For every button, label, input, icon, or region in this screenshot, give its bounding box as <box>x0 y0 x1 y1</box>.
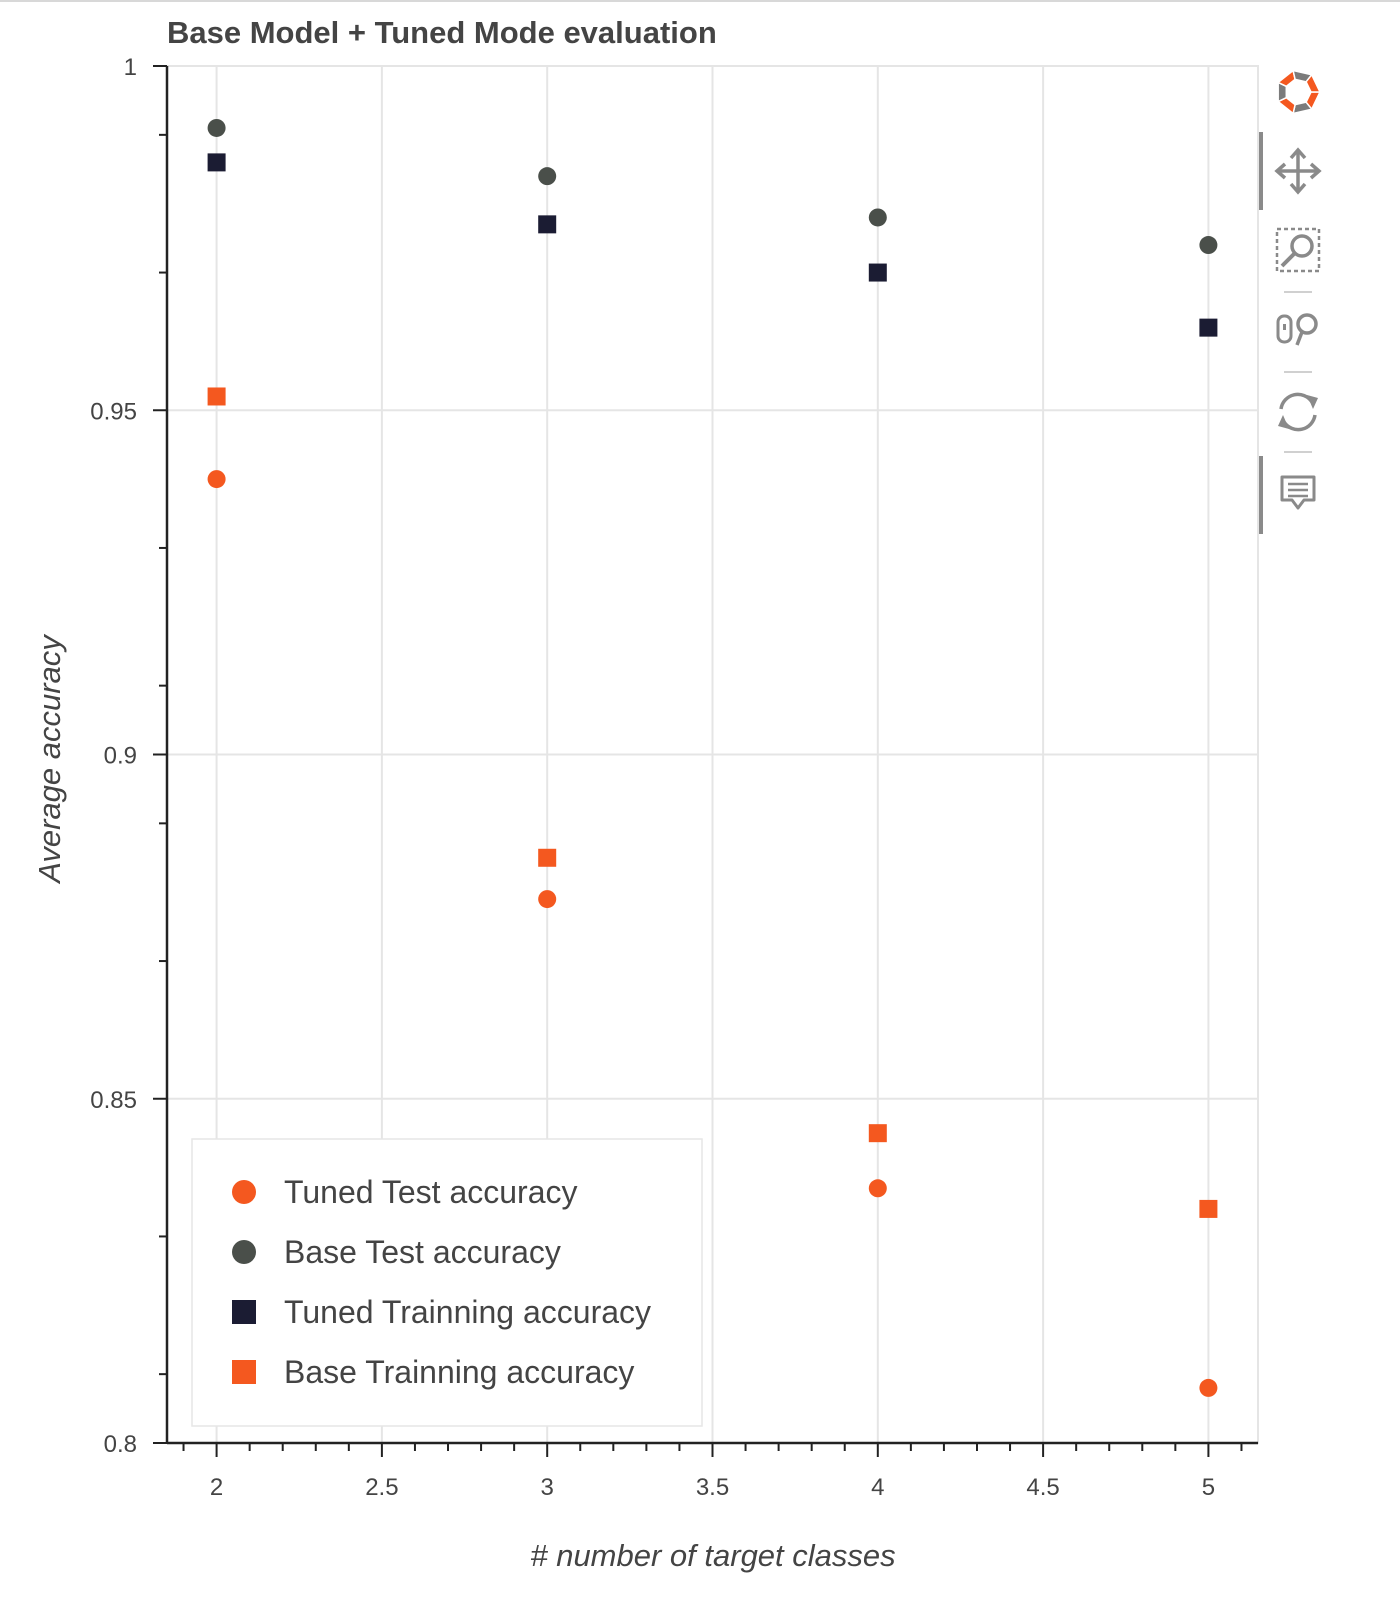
data-point-square <box>538 215 557 234</box>
y-tick-label: 1 <box>124 54 137 81</box>
x-tick-label: 2.5 <box>365 1474 398 1501</box>
data-point-circle <box>1199 236 1218 255</box>
x-ticks: 2 2.5 3 3.5 4 4.5 5 <box>182 1443 1243 1501</box>
pan-icon[interactable] <box>1274 147 1322 195</box>
legend-label: Tuned Test accuracy <box>284 1174 577 1210</box>
wheel-zoom-icon[interactable] <box>1276 313 1318 346</box>
bokeh-logo-icon[interactable] <box>1276 69 1322 115</box>
data-point-circle <box>868 208 887 227</box>
x-tick-label: 3 <box>541 1474 554 1501</box>
legend-label: Tuned Trainning accuracy <box>284 1294 651 1330</box>
data-point-square <box>538 848 557 867</box>
legend: Tuned Test accuracy Base Test accuracy Tun… <box>191 1138 703 1427</box>
y-ticks: 0.8 0.85 0.9 0.95 1 <box>90 54 167 1458</box>
data-point-circle <box>207 470 226 489</box>
x-tick-label: 2 <box>210 1474 223 1501</box>
data-point-circle <box>538 890 557 909</box>
legend-swatch <box>232 1360 256 1384</box>
data-point-square <box>1199 1199 1218 1218</box>
y-tick-label: 0.9 <box>104 743 137 770</box>
x-tick-label: 4.5 <box>1026 1474 1059 1501</box>
y-tick-label: 0.8 <box>104 1431 137 1458</box>
data-point-circle <box>868 1179 887 1198</box>
data-markers <box>207 118 1218 1397</box>
box-zoom-icon[interactable] <box>1275 227 1321 273</box>
x-tick-label: 3.5 <box>696 1474 729 1501</box>
data-point-circle <box>207 118 226 137</box>
toolbar <box>1259 69 1322 534</box>
reset-icon[interactable] <box>1278 392 1318 432</box>
y-tick-label: 0.85 <box>90 1087 137 1114</box>
legend-label: Base Trainning accuracy <box>284 1354 634 1390</box>
legend-box <box>191 1138 703 1427</box>
chart-title: Base Model + Tuned Mode evaluation <box>167 15 717 50</box>
hover-active-indicator <box>1259 456 1263 534</box>
legend-swatch <box>232 1300 256 1324</box>
y-tick-label: 0.95 <box>90 398 137 425</box>
data-point-circle <box>1199 1378 1218 1397</box>
data-point-square <box>207 153 226 172</box>
data-point-square <box>1199 318 1218 337</box>
axes: 2 2.5 3 3.5 4 4.5 5 0.8 0.85 0.9 0.95 1 <box>90 54 1258 1501</box>
hover-icon[interactable] <box>1280 475 1316 510</box>
legend-swatch <box>232 1240 256 1264</box>
data-point-circle <box>538 167 557 186</box>
data-point-square <box>868 1124 887 1143</box>
y-axis-title: Average accuracy <box>32 633 67 885</box>
x-tick-label: 4 <box>871 1474 884 1501</box>
legend-swatch <box>232 1180 256 1204</box>
data-point-square <box>868 263 887 282</box>
x-tick-label: 5 <box>1202 1474 1215 1501</box>
legend-label: Base Test accuracy <box>284 1234 561 1270</box>
pan-active-indicator <box>1259 132 1263 210</box>
x-axis-title: # number of target classes <box>530 1538 895 1573</box>
data-point-square <box>207 387 226 406</box>
